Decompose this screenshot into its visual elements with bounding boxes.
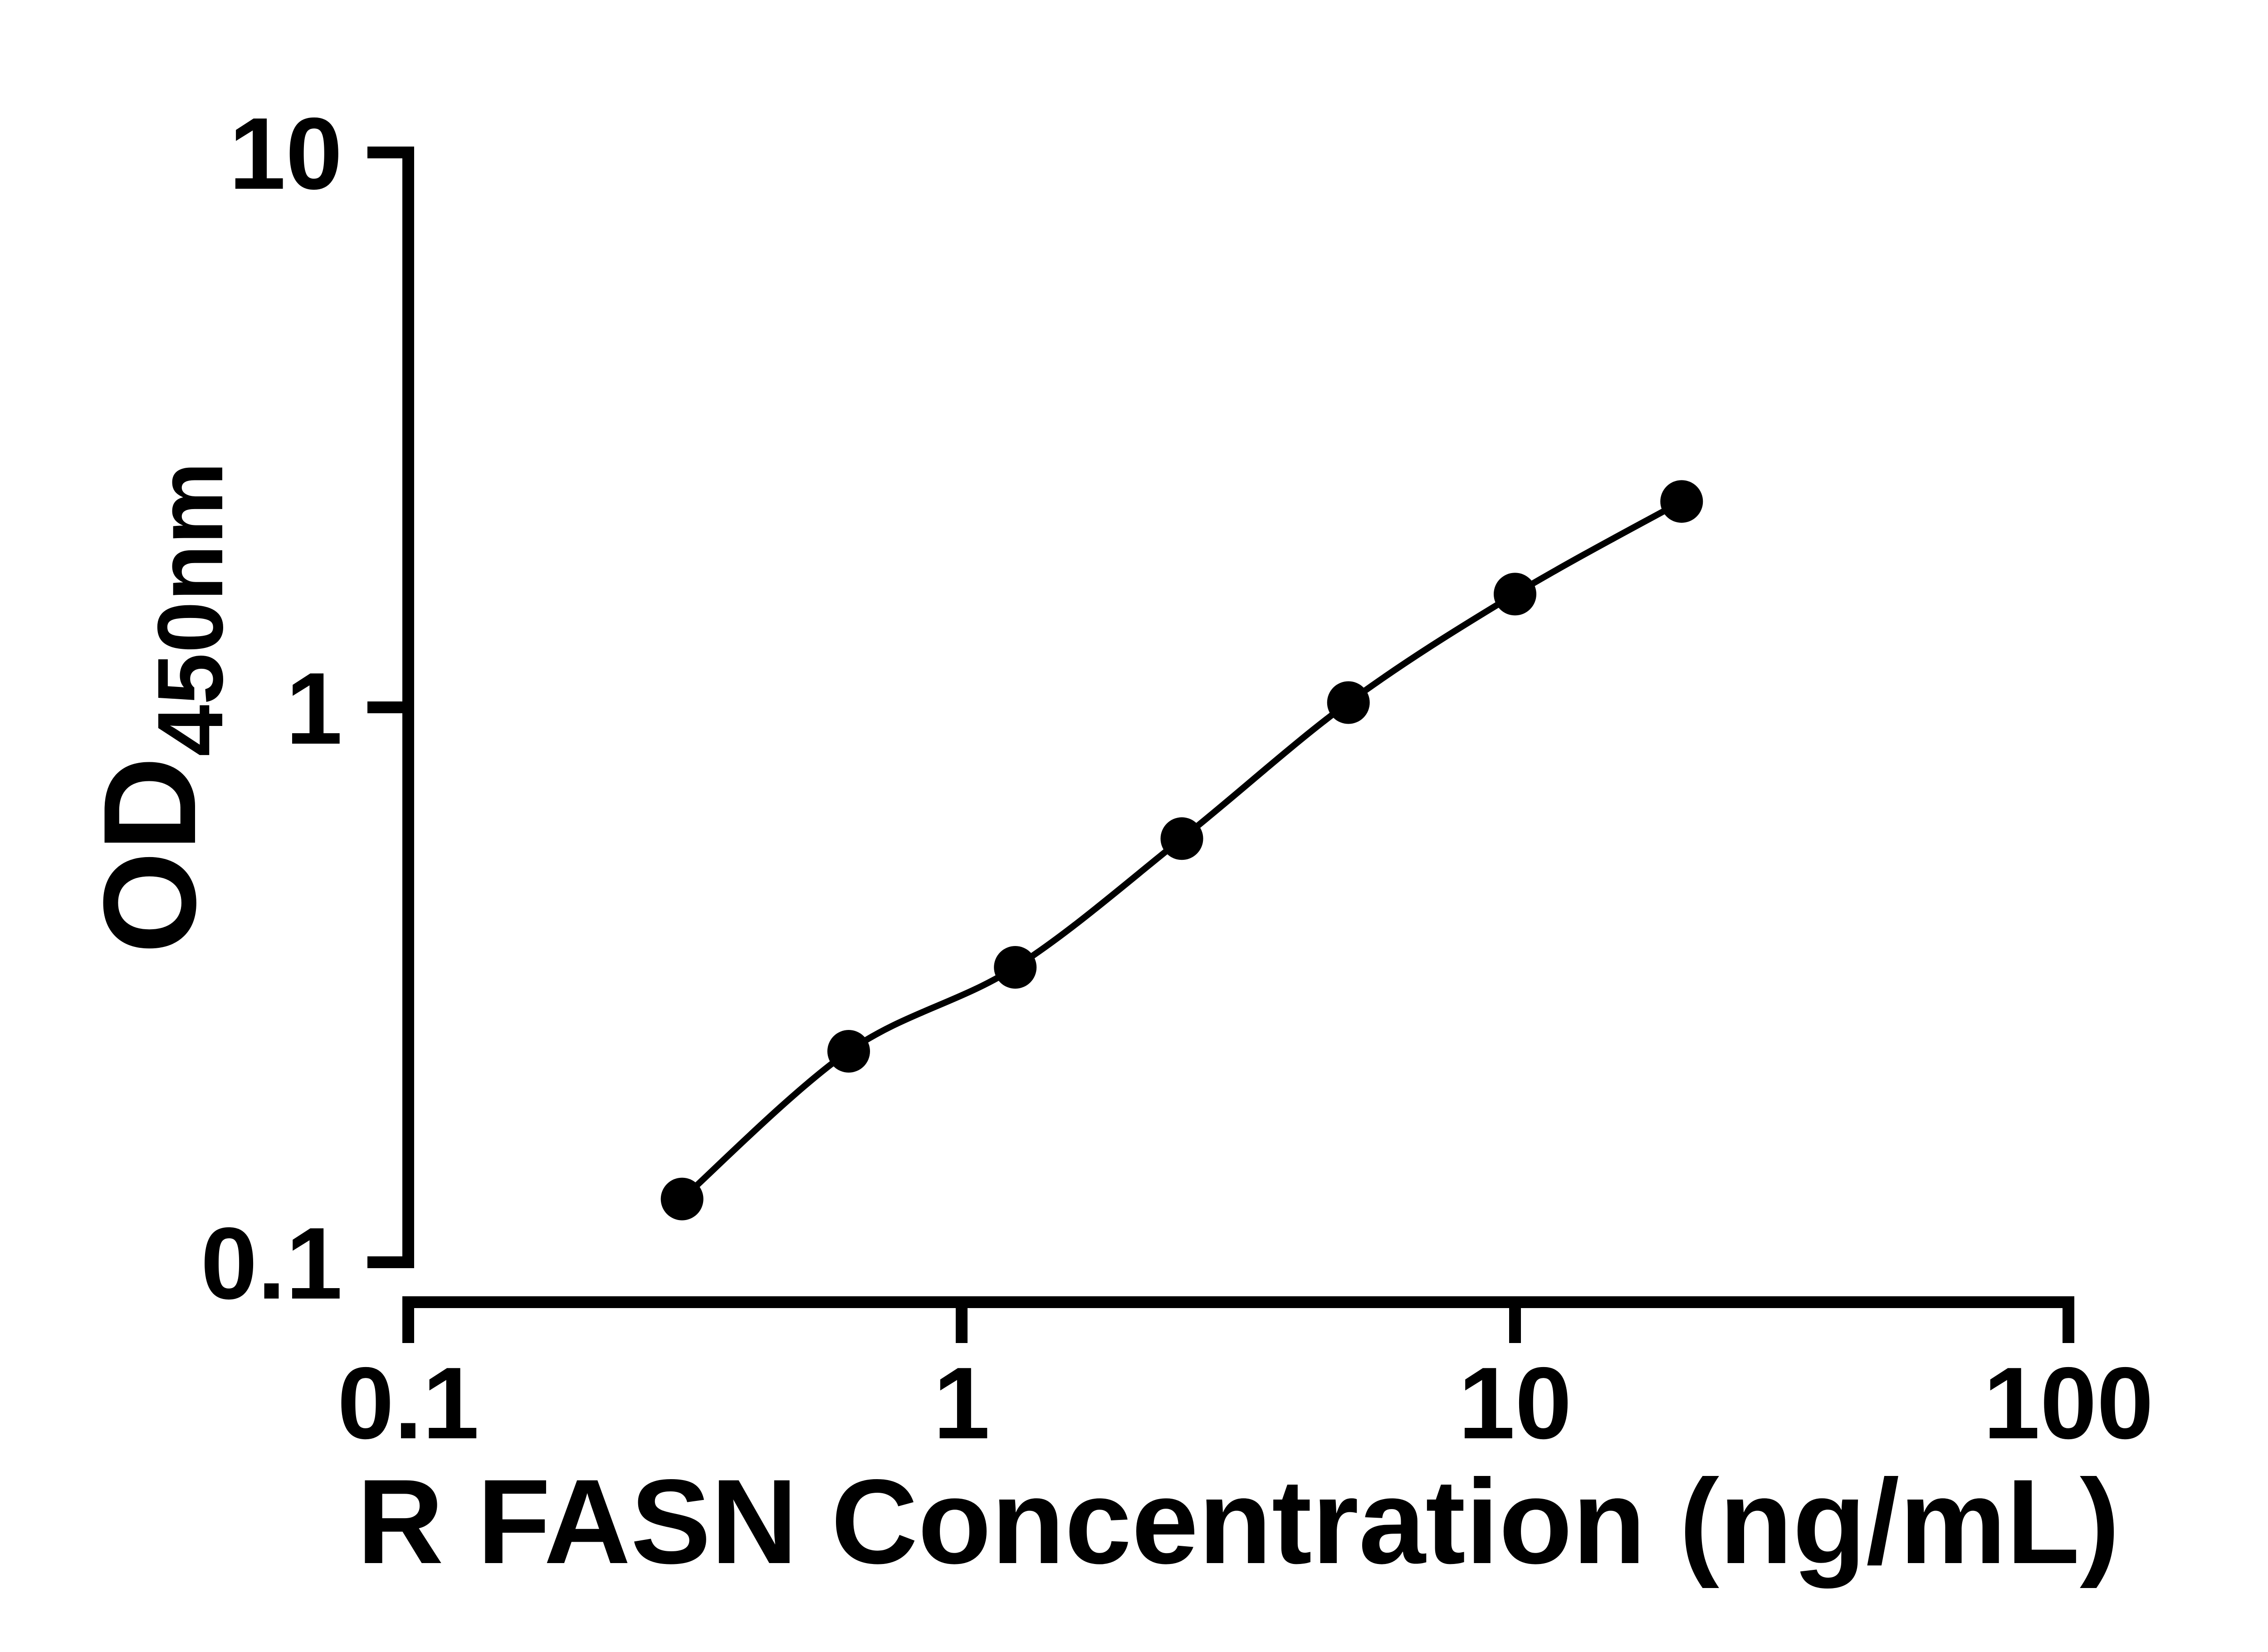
axes (367, 147, 2074, 1343)
x-tick-label: 10 (1458, 1346, 1572, 1460)
data-point (827, 1030, 870, 1073)
y-axis-title: OD450nm (76, 462, 242, 954)
data-point (1160, 817, 1203, 860)
tick-labels: 0.1 1 10 0.1 1 10 100 (200, 96, 2153, 1460)
x-axis-title: R FASN Concentration (ng/mL) (357, 1455, 2120, 1589)
data-point (994, 946, 1037, 989)
data-point (1327, 681, 1370, 724)
x-tick-label: 100 (1983, 1346, 2153, 1460)
y-tick-label: 10 (229, 96, 342, 211)
data-point (1660, 480, 1703, 523)
y-tick-label: 0.1 (200, 1206, 342, 1320)
y-axis-title-subscript: 450nm (138, 462, 242, 757)
x-tick-label: 0.1 (337, 1346, 479, 1460)
x-tick-label: 1 (933, 1346, 990, 1460)
y-tick-label: 1 (286, 651, 342, 765)
plot-area (660, 480, 1703, 1221)
data-point (660, 1177, 704, 1221)
data-point (1494, 573, 1536, 616)
y-axis-title-main: OD (76, 756, 223, 954)
